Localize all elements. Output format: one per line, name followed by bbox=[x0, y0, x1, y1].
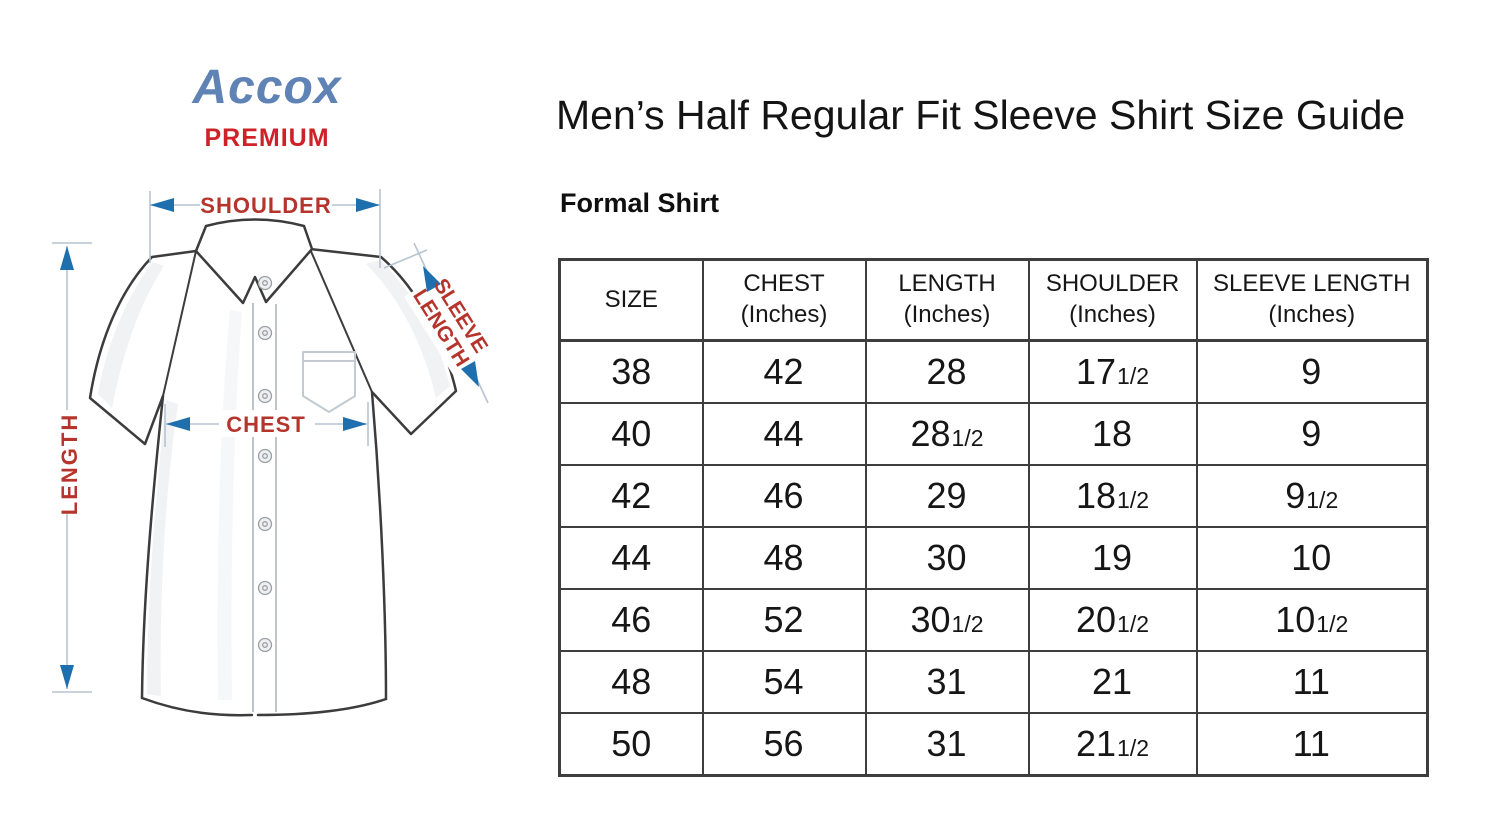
cell-sleeve: 9 bbox=[1195, 339, 1429, 404]
cell-length: 31 bbox=[864, 712, 1030, 777]
label-backgrounds bbox=[52, 191, 496, 514]
cell-shoulder: 181/2 bbox=[1027, 464, 1198, 528]
cell-shoulder: 211/2 bbox=[1027, 712, 1198, 777]
col-header-chest: CHEST (Inches) bbox=[701, 258, 867, 342]
cell-chest: 44 bbox=[701, 402, 867, 466]
cell-chest: 48 bbox=[701, 526, 867, 590]
col-header-size: SIZE bbox=[558, 258, 704, 342]
cell-size: 44 bbox=[558, 526, 704, 590]
shirt-placket bbox=[252, 303, 277, 712]
chest-label: CHEST bbox=[226, 412, 306, 437]
shirt-measurement-diagram: SHOULDER LENGTH CHEST SLEEVE LENGTH bbox=[52, 189, 496, 717]
shirt-buttons bbox=[257, 275, 273, 653]
cell-sleeve: 9 bbox=[1195, 402, 1429, 466]
cell-length: 281/2 bbox=[864, 402, 1030, 466]
cell-length: 301/2 bbox=[864, 588, 1030, 652]
length-label: LENGTH bbox=[57, 413, 82, 515]
cell-size: 38 bbox=[558, 339, 704, 404]
cell-size: 46 bbox=[558, 588, 704, 652]
cell-sleeve: 91/2 bbox=[1195, 464, 1429, 528]
shoulder-label: SHOULDER bbox=[200, 193, 331, 218]
table-row: 42 46 29 181/2 91/2 bbox=[558, 464, 1429, 528]
cell-size: 40 bbox=[558, 402, 704, 466]
shirt-pocket bbox=[302, 351, 356, 413]
cell-shoulder: 21 bbox=[1027, 650, 1198, 714]
cell-length: 30 bbox=[864, 526, 1030, 590]
cell-shoulder: 171/2 bbox=[1027, 339, 1198, 404]
shirt-collar bbox=[194, 218, 314, 305]
page-title: Men’s Half Regular Fit Sleeve Shirt Size… bbox=[556, 92, 1406, 138]
brand-tagline: PREMIUM bbox=[204, 124, 330, 152]
cell-length: 28 bbox=[864, 339, 1030, 404]
col-header-shoulder: SHOULDER (Inches) bbox=[1027, 258, 1198, 342]
measure-arrowheads bbox=[60, 198, 479, 689]
shirt-outline bbox=[88, 247, 458, 717]
cell-chest: 46 bbox=[701, 464, 867, 528]
cell-size: 48 bbox=[558, 650, 704, 714]
cell-shoulder: 19 bbox=[1027, 526, 1198, 590]
table-row: 50 56 31 211/2 11 bbox=[558, 712, 1429, 777]
cell-shoulder: 18 bbox=[1027, 402, 1198, 466]
col-header-sleeve-length: SLEEVE LENGTH (Inches) bbox=[1195, 258, 1429, 342]
brand-name: Accox bbox=[192, 61, 342, 114]
cell-size: 42 bbox=[558, 464, 704, 528]
cell-length: 29 bbox=[864, 464, 1030, 528]
table-row: 48 54 31 21 11 bbox=[558, 650, 1429, 714]
shirt-shading bbox=[98, 260, 450, 700]
cell-size: 50 bbox=[558, 712, 704, 777]
cell-chest: 56 bbox=[701, 712, 867, 777]
table-row: 46 52 301/2 201/2 101/2 bbox=[558, 588, 1429, 652]
table-row: 40 44 281/2 18 9 bbox=[558, 402, 1429, 466]
section-subtitle: Formal Shirt bbox=[560, 188, 720, 218]
cell-chest: 42 bbox=[701, 339, 867, 404]
col-header-length: LENGTH (Inches) bbox=[864, 258, 1030, 342]
cell-sleeve: 11 bbox=[1195, 650, 1429, 714]
cell-length: 31 bbox=[864, 650, 1030, 714]
cell-sleeve: 10 bbox=[1195, 526, 1429, 590]
cell-chest: 52 bbox=[701, 588, 867, 652]
table-row: 44 48 30 19 10 bbox=[558, 526, 1429, 590]
cell-sleeve: 11 bbox=[1195, 712, 1429, 777]
cell-shoulder: 201/2 bbox=[1027, 588, 1198, 652]
cell-sleeve: 101/2 bbox=[1195, 588, 1429, 652]
table-row: 38 42 28 171/2 9 bbox=[558, 339, 1429, 404]
cell-chest: 54 bbox=[701, 650, 867, 714]
size-table: SIZE CHEST (Inches) LENGTH (Inches) SHOULD… bbox=[558, 258, 1429, 777]
header-row: SIZE CHEST (Inches) LENGTH (Inches) SHOULD… bbox=[558, 258, 1429, 342]
